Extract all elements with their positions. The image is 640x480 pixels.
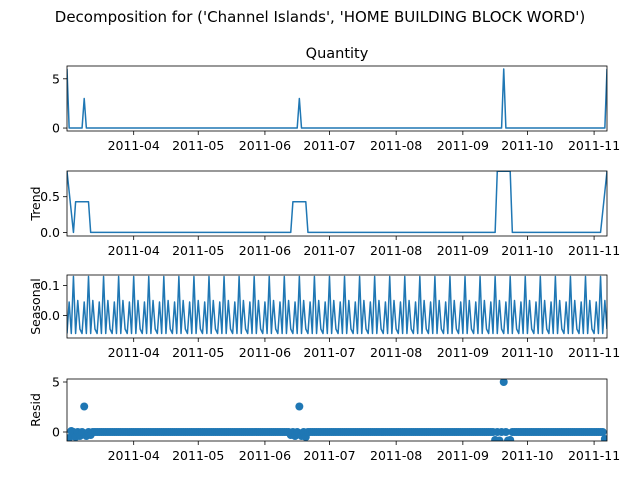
x-tick-label: 2011-07 [303,345,355,360]
resid-point [603,436,607,441]
x-tick-label: 2011-11 [568,448,620,463]
y-tick-label: 0.0 [40,225,60,240]
axes-frame [66,65,608,132]
x-tick-label: 2011-07 [303,243,355,258]
x-tick-label: 2011-07 [303,138,355,153]
resid-point [495,436,504,441]
quantity-panel: 0 5 2011-04 2011-05 2011-06 2011-07 2011-08 201… [52,46,620,153]
x-tick-label: 2011-10 [501,448,553,463]
x-tick-label: 2011-05 [172,448,224,463]
seasonal-panel: 0.0 0.1 2011-04 2011-05 2011-06 2011-07 2011-0… [28,274,620,360]
axes-frame [66,378,608,442]
data-layer [67,275,607,335]
series-line [67,171,607,234]
x-tick-label: 2011-08 [370,345,422,360]
x-tick-label: 2011-04 [108,448,160,463]
y-axis-label: Trend [28,186,43,221]
x-tick-label: 2011-05 [172,345,224,360]
x-tick-label: 2011-06 [239,448,291,463]
resid-point [295,402,304,411]
y-axis-label: Seasonal [28,278,43,335]
x-tick-label: 2011-07 [303,448,355,463]
x-tick-label: 2011-05 [172,243,224,258]
data-layer [67,171,607,234]
resid-point [506,436,515,441]
x-tick-label: 2011-09 [437,448,489,463]
y-axis-label: Resid [28,393,43,427]
y-tick-label: 0 [52,425,60,440]
x-tick-label: 2011-11 [568,243,620,258]
series-line [67,68,607,129]
series-line [67,275,607,335]
resid-point [501,428,510,436]
x-tick-label: 2011-04 [108,345,160,360]
y-tick-label: 0.5 [40,189,60,204]
x-tick-label: 2011-10 [501,345,553,360]
panel-title: Quantity [306,46,369,62]
data-layer [67,68,607,129]
resid-point [499,379,508,386]
x-tick-label: 2011-04 [108,138,160,153]
x-tick-label: 2011-06 [239,345,291,360]
y-tick-label: 0 [52,121,60,136]
x-tick-label: 2011-06 [239,138,291,153]
axes-frame [66,274,608,339]
data-layer [67,379,607,441]
axes-frame [66,170,608,237]
x-tick-label: 2011-08 [370,138,422,153]
x-tick-label: 2011-09 [437,138,489,153]
x-tick-label: 2011-11 [568,138,620,153]
x-tick-label: 2011-11 [568,345,620,360]
x-tick-label: 2011-08 [370,448,422,463]
x-tick-label: 2011-10 [501,138,553,153]
x-tick-label: 2011-09 [437,243,489,258]
y-tick-label: 5 [52,375,60,390]
figure-suptitle: Decomposition for ('Channel Islands', 'H… [55,8,585,26]
x-tick-label: 2011-08 [370,243,422,258]
x-tick-label: 2011-05 [172,138,224,153]
x-tick-label: 2011-06 [239,243,291,258]
resid-point [67,434,74,441]
y-tick-label: 0.1 [40,278,60,293]
x-tick-label: 2011-10 [501,243,553,258]
y-tick-label: 5 [52,71,60,86]
y-tick-label: 0.0 [40,308,60,323]
x-tick-label: 2011-04 [108,243,160,258]
x-tick-label: 2011-09 [437,345,489,360]
trend-panel: 0.0 0.5 2011-04 2011-05 2011-06 2011-07 2011-0… [28,170,620,258]
resid-panel: 0 5 2011-04 2011-05 2011-06 2011-07 2011-08 201… [28,375,620,464]
resid-point [598,428,607,436]
resid-point [80,402,89,411]
